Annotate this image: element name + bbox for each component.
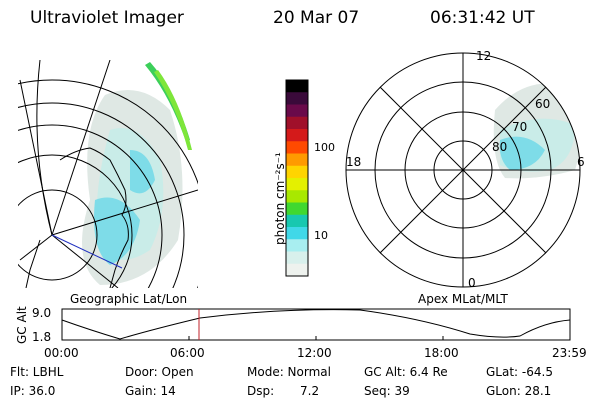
colorbar-segment bbox=[286, 165, 308, 179]
colorbar-tick-100: 100 bbox=[314, 141, 335, 154]
geographic-map bbox=[18, 60, 198, 288]
time-tick-1800: 18:00 bbox=[424, 346, 459, 360]
gc-alt-axis-label: GC Alt bbox=[15, 306, 29, 344]
apex-caption: Apex MLat/MLT bbox=[418, 292, 508, 306]
mlat-label-60: 60 bbox=[535, 97, 550, 111]
glon-info: GLon: 28.1 bbox=[486, 384, 552, 398]
date-label: 20 Mar 07 bbox=[273, 8, 360, 28]
colorbar-segment bbox=[286, 263, 308, 277]
mlt-label-0: 0 bbox=[468, 276, 476, 290]
dsp-label: Dsp: bbox=[247, 384, 275, 398]
filter-info: Flt: LBHL bbox=[10, 365, 64, 379]
colorbar-segment bbox=[286, 251, 308, 265]
ip-info: IP: 36.0 bbox=[10, 384, 56, 398]
colorbar-segment bbox=[286, 178, 308, 191]
seq-info: Seq: 39 bbox=[364, 384, 410, 398]
mode-info: Mode: Normal bbox=[247, 365, 331, 379]
colorbar-segment bbox=[286, 104, 308, 118]
mlat-label-70: 70 bbox=[512, 120, 527, 134]
time-tick-0600: 06:00 bbox=[170, 346, 205, 360]
colorbar-tick-10: 10 bbox=[314, 229, 328, 242]
dsp-value: 7.2 bbox=[300, 384, 320, 398]
mlat-label-80: 80 bbox=[492, 140, 507, 154]
apex-polar-plot bbox=[345, 52, 581, 288]
colorbar-segment bbox=[286, 202, 308, 216]
gain-info: Gain: 14 bbox=[125, 384, 176, 398]
mlt-label-18: 18 bbox=[346, 155, 361, 169]
color-scale-bar bbox=[285, 79, 309, 277]
alt-tick-9: 9.0 bbox=[32, 306, 51, 320]
geo-caption: Geographic Lat/Lon bbox=[70, 292, 187, 306]
apex-auroral-emission bbox=[493, 83, 580, 179]
alt-tick-1-8: 1.8 bbox=[32, 330, 51, 344]
colorbar-unit-label: photon cm⁻²s⁻¹ bbox=[273, 152, 287, 245]
colorbar-segment bbox=[286, 190, 308, 203]
colorbar-segment bbox=[286, 153, 308, 167]
colorbar-segment bbox=[286, 239, 308, 252]
colorbar-segment bbox=[286, 116, 308, 130]
colorbar-segment bbox=[286, 227, 308, 240]
colorbar-segment bbox=[286, 141, 308, 154]
mlt-label-12: 12 bbox=[476, 49, 491, 63]
mlt-label-6: 6 bbox=[577, 155, 585, 169]
time-tick-0000: 00:00 bbox=[44, 346, 79, 360]
time-tick-1200: 12:00 bbox=[297, 346, 332, 360]
glat-info: GLat: -64.5 bbox=[486, 365, 553, 379]
instrument-title: Ultraviolet Imager bbox=[30, 8, 184, 28]
colorbar-segment bbox=[286, 80, 308, 93]
altitude-strip bbox=[61, 308, 571, 341]
door-info: Door: Open bbox=[125, 365, 194, 379]
colorbar-segment bbox=[286, 92, 308, 105]
colorbar-segment bbox=[286, 214, 308, 228]
colorbar-segment bbox=[286, 129, 308, 142]
time-label: 06:31:42 UT bbox=[430, 8, 535, 28]
time-tick-2359: 23:59 bbox=[552, 346, 587, 360]
colorbar-border bbox=[285, 79, 309, 277]
gc-alt-info: GC Alt: 6.4 Re bbox=[364, 365, 448, 379]
